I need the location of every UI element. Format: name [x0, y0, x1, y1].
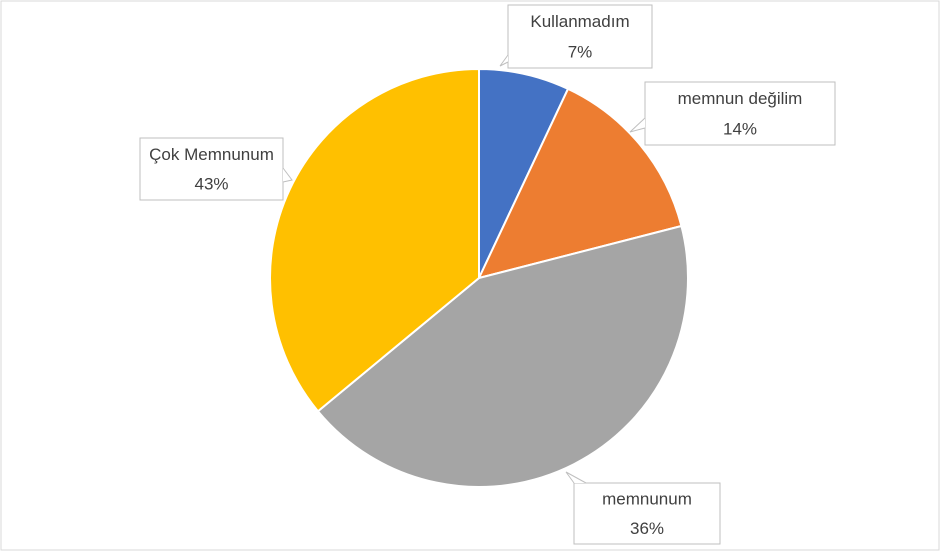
category-label: memnun değilim: [678, 89, 803, 108]
label-box: [139, 137, 284, 201]
pie-slice: [477, 87, 683, 280]
category-label: Çok Memnunum: [149, 145, 274, 164]
value-label: 7%: [568, 42, 593, 61]
label-pointer: [282, 167, 293, 183]
value-label: 36%: [630, 519, 664, 538]
label-box: [507, 4, 653, 69]
label-pointer: [629, 117, 646, 133]
pie-slice: [269, 67, 480, 413]
value-label: 43%: [194, 175, 228, 194]
label-pointer: [499, 54, 509, 67]
label-box: [644, 81, 836, 146]
category-label: Kullanmadım: [530, 12, 629, 31]
value-label: 14%: [723, 119, 757, 138]
label-pointer: [565, 471, 587, 484]
label-box: [573, 482, 721, 545]
pie-slice: [316, 224, 689, 488]
category-label: memnunum: [602, 490, 692, 509]
